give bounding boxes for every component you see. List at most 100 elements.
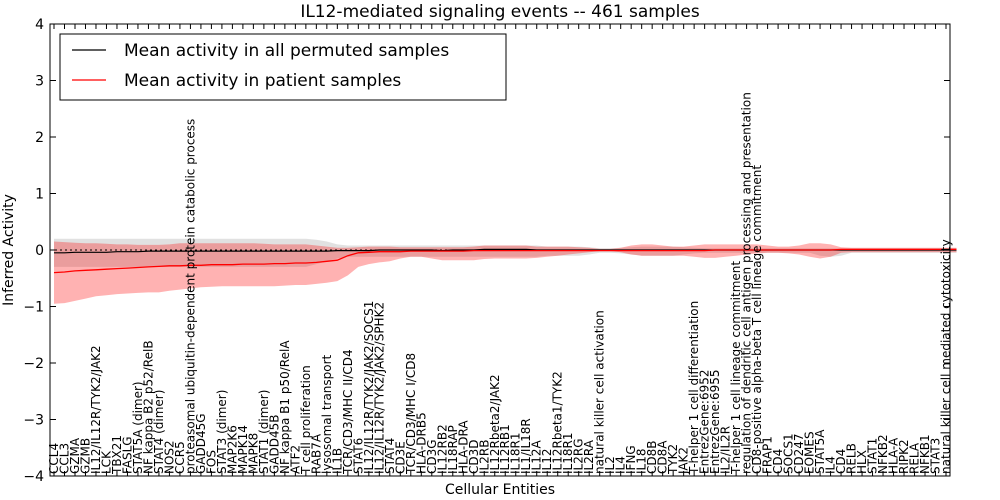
- permuted-band-area: [54, 238, 957, 267]
- y-axis-label: Inferred Activity: [1, 194, 17, 306]
- x-axis-ticks: [53, 24, 947, 476]
- category-label: LCK: [100, 450, 114, 474]
- category-label: STAT5A: [813, 429, 827, 474]
- category-label: CD3D: [467, 440, 481, 475]
- category-label: IL12Rbeta1/TYK2: [551, 371, 565, 474]
- category-label: HLA-DRB5: [414, 412, 428, 474]
- category-label: HLA-DRA: [456, 420, 470, 474]
- category-label: IL2: [603, 456, 617, 474]
- category-label: IL1/IL18R: [519, 418, 533, 474]
- category-label: CCL3: [58, 443, 72, 474]
- category-label: GADD45G: [194, 413, 208, 474]
- category-label: HLA-A: [887, 437, 901, 474]
- category-label: IL4: [614, 456, 628, 474]
- category-label: HLX: [855, 450, 869, 474]
- category-label: GADD45B: [267, 415, 281, 475]
- permuted-range-band: [54, 238, 957, 267]
- category-label: SOCS1: [782, 433, 796, 474]
- category-label: IL12RB1: [498, 424, 512, 474]
- y-tick-label: −4: [23, 469, 44, 485]
- y-axis-ticks: −4 −3 −2 −1 0 1 2 3 4: [23, 17, 950, 485]
- category-label: STAT6: [351, 438, 365, 474]
- category-label: JAK2: [677, 447, 691, 475]
- category-label: MAPK8: [246, 433, 260, 474]
- y-tick-label: 3: [35, 74, 44, 90]
- y-tick-label: −3: [23, 413, 44, 429]
- legend-box: [59, 33, 507, 101]
- category-label: STAT1: [866, 438, 880, 474]
- category-label: TYK2: [666, 444, 680, 475]
- category-label: natural killer cell activation: [593, 310, 607, 474]
- category-label: IL18RAP: [446, 425, 460, 474]
- category-label: NF kappa B2 p52/RelB: [141, 340, 155, 474]
- legend-entry-permuted: Mean activity in all permuted samples: [124, 41, 449, 61]
- category-label: RELA: [908, 442, 922, 474]
- category-label: IL4: [824, 456, 838, 474]
- patient-range-band: [54, 241, 957, 304]
- category-label: CD8B: [645, 441, 659, 475]
- category-label: RAB7A: [309, 433, 323, 474]
- category-label: IL2RB: [477, 440, 491, 474]
- category-label: IL12: [540, 449, 554, 475]
- category-label: NFKB1: [918, 434, 932, 474]
- category-label: CD3E: [393, 441, 407, 474]
- category-label: CD4: [771, 449, 785, 474]
- category-label: IL18R1: [509, 433, 523, 474]
- category-label: IL12/IL12R/TYK2/JAK2/SOCS1: [362, 301, 376, 474]
- patient-mean-line: [53, 248, 957, 274]
- category-label: STAT3 (dimer): [215, 390, 229, 474]
- category-label: FRAP1: [761, 436, 775, 474]
- category-label: TCR/CD3/MHC II/CD4: [341, 349, 355, 475]
- category-label: TCR/CD3/MHC I/CD8: [404, 353, 418, 475]
- legend: Mean activity in all permuted samples Me…: [59, 33, 507, 101]
- category-label: STAT4: [383, 438, 397, 474]
- category-label: natural killer cell mediated cytotoxicit…: [939, 239, 953, 474]
- y-tick-label: 4: [35, 17, 44, 33]
- category-label: lysosomal transport: [320, 354, 334, 474]
- category-label: MAPK14: [236, 425, 250, 474]
- category-label: GZMB: [79, 438, 93, 474]
- category-label: CCL4: [47, 443, 61, 474]
- category-label: CD4: [834, 449, 848, 474]
- category-label: MAP2K6: [225, 425, 239, 474]
- category-label: CD8-positive alpha-beta T cell lineage c…: [750, 165, 764, 474]
- category-label: EntrezGene:6955: [708, 370, 722, 475]
- category-label: T-helper 1 cell differentiation: [687, 301, 701, 475]
- category-label: CD8A: [656, 440, 670, 474]
- category-label: NOS2: [162, 440, 176, 474]
- category-label: STAT4 (dimer): [152, 390, 166, 474]
- category-label: CD3G: [425, 439, 439, 474]
- x-axis-label: Cellular Entities: [445, 482, 555, 498]
- category-label: IL12A: [530, 440, 544, 474]
- y-tick-label: −1: [23, 300, 44, 316]
- category-label: STAT3: [929, 438, 943, 474]
- category-label: IL2RA: [582, 439, 596, 474]
- category-label: regulation of dendritic cell antigen pro…: [740, 92, 754, 474]
- category-label: IL12/IL12R/TYK2/JAK2: [89, 345, 103, 474]
- category-label: IL18: [635, 449, 649, 475]
- category-label: IL1B: [330, 448, 344, 474]
- y-tick-label: −2: [23, 356, 44, 372]
- patient-band-area: [54, 241, 957, 304]
- category-label: IFNG: [624, 445, 638, 474]
- category-label: IL12/IL12R/TYK2/JAK2/SPHK2: [372, 302, 386, 474]
- category-label: RELB: [845, 443, 859, 474]
- category-label: NFKB2: [876, 434, 890, 474]
- category-label: IL2RG: [572, 439, 586, 475]
- category-label: IL12Rbeta2/JAK2: [488, 374, 502, 474]
- category-labels: CCL4CCL3GZMAGZMBIL12/IL12R/TYK2/JAK2LCKT…: [47, 92, 953, 475]
- category-label: NF kappa B1 p50/RelA: [278, 340, 292, 474]
- category-label: TBX21: [110, 435, 124, 475]
- category-label: RIPK2: [897, 439, 911, 474]
- y-tick-label: 1: [35, 187, 44, 203]
- legend-entry-patient: Mean activity in patient samples: [124, 71, 401, 91]
- category-label: IL2/IL2R: [719, 426, 733, 474]
- category-label: IL18R1: [561, 433, 575, 474]
- patient-mean-path: [53, 248, 957, 274]
- category-label: IL12RB2: [435, 424, 449, 474]
- y-tick-label: 0: [35, 243, 44, 259]
- category-label: ATF2: [288, 445, 302, 474]
- chart-title: IL12-mediated signaling events -- 461 sa…: [300, 2, 700, 22]
- category-label: CCR5: [173, 441, 187, 474]
